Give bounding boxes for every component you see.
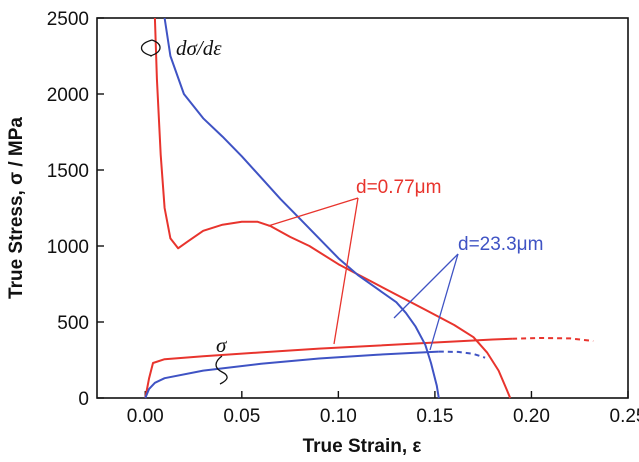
- leader-line-red-2: [333, 197, 359, 345]
- y-tick-label: 2000: [47, 85, 89, 106]
- series-dashed-extension-1: [438, 350, 486, 359]
- annotation-layer: dσ/dε σ d=0.77μm d=23.3μm: [140, 36, 543, 385]
- x-axis-title: True Strain, ε: [303, 436, 422, 457]
- x-tick-label: 0.20: [513, 406, 550, 427]
- series-line-3: [163, 17, 440, 399]
- leader-line-blue-2: [429, 253, 459, 351]
- series-layer: [144, 17, 594, 399]
- leader-line-red-1: [267, 197, 359, 227]
- y-tick-label: 2500: [47, 9, 89, 30]
- x-tick-label: 0.05: [223, 406, 260, 427]
- sigma-label: σ: [216, 333, 228, 357]
- x-axis-ticks: 0.00 0.05 0.10 0.15 0.20 0.25: [127, 391, 639, 427]
- dsde-label: dσ/dε: [176, 36, 222, 60]
- y-tick-label: 0: [78, 389, 89, 410]
- red-grain-size-label: d=0.77μm: [356, 177, 441, 198]
- y-tick-label: 1500: [47, 161, 89, 182]
- plot-area: [96, 17, 629, 399]
- y-axis-ticks: 0 500 1000 1500 2000 2500: [47, 9, 104, 410]
- y-tick-label: 1000: [47, 237, 89, 258]
- x-tick-label: 0.15: [416, 406, 453, 427]
- y-axis-title: True Stress, σ / MPa: [6, 117, 27, 299]
- x-tick-label: 0.00: [127, 406, 164, 427]
- dsde-bracket: [140, 39, 161, 57]
- leader-line-blue-1: [393, 253, 459, 319]
- x-tick-label: 0.10: [320, 406, 357, 427]
- y-tick-label: 500: [57, 313, 89, 334]
- blue-grain-size-label: d=23.3μm: [458, 234, 543, 255]
- series-line-1: [144, 350, 439, 399]
- x-tick-label: 0.25: [610, 406, 639, 427]
- series-line-2: [153, 17, 512, 399]
- series-dashed-extension-0: [512, 336, 594, 342]
- sigma-bracket: [215, 355, 228, 385]
- series-line-0: [144, 337, 513, 399]
